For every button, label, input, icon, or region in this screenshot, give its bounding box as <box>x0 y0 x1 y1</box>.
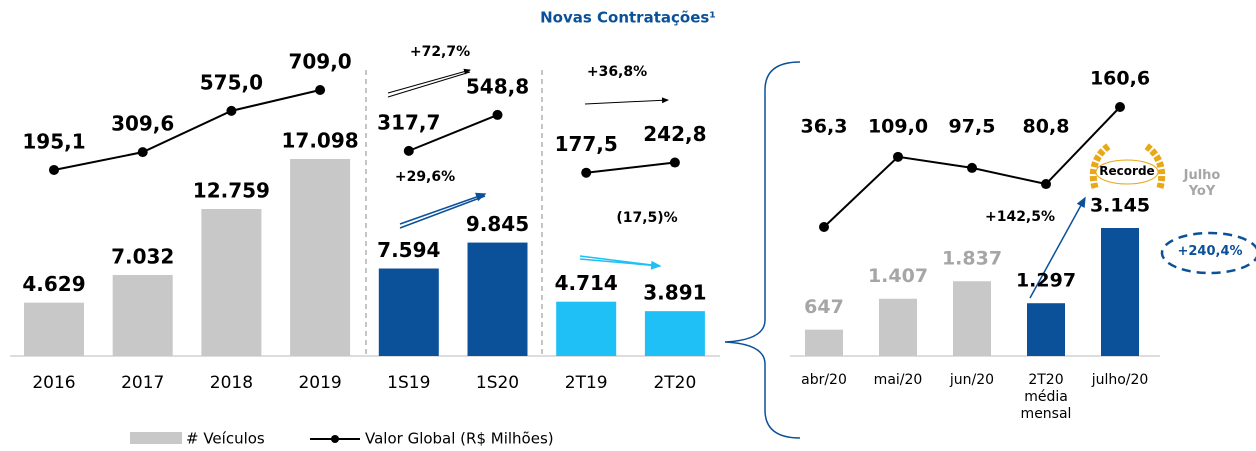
x-tick-label: julho/20 <box>1091 372 1149 388</box>
x-tick-label: 1S19 <box>387 373 430 393</box>
x-tick-label: 2018 <box>210 373 253 393</box>
bar-value-label: 4.629 <box>22 272 85 296</box>
bar <box>467 242 528 356</box>
x-tick-label: 2T20 <box>653 373 696 393</box>
x-tick-label: 2019 <box>298 373 341 393</box>
annotation: Recorde <box>1099 164 1155 178</box>
line-point <box>403 145 414 156</box>
x-tick-label: abr/20 <box>801 372 847 388</box>
line-point <box>819 222 829 232</box>
bar <box>556 301 617 356</box>
line-value-label: 97,5 <box>949 116 996 138</box>
bar <box>1101 228 1139 356</box>
arrow <box>399 194 485 229</box>
x-tick-label: 2016 <box>32 373 75 393</box>
x-tick-label: 1S20 <box>476 373 519 393</box>
annotation: Julho YoY <box>1183 168 1221 199</box>
bar <box>644 311 705 356</box>
bar <box>378 268 439 356</box>
line-point <box>893 151 903 162</box>
bar-value-label: 1.297 <box>1016 270 1076 292</box>
bar-value-label: 1.407 <box>868 265 928 287</box>
line-value-label: 109,0 <box>868 116 928 138</box>
bar-value-label: 7.594 <box>377 238 440 262</box>
annotation: +240,4% <box>1177 244 1243 259</box>
bar-value-label: 7.032 <box>111 244 174 268</box>
line-point <box>581 167 592 178</box>
bar-value-label: 3.891 <box>643 281 706 305</box>
bar-value-label: 4.714 <box>555 271 618 295</box>
line-point <box>49 164 59 175</box>
line <box>408 114 498 152</box>
legend-swatch <box>331 435 339 443</box>
bar-value-label: 12.759 <box>193 178 270 202</box>
bar <box>879 298 917 356</box>
line-value-label: 242,8 <box>643 122 706 146</box>
bar <box>953 281 991 356</box>
arrow <box>584 97 669 105</box>
legend-swatch <box>130 432 182 444</box>
line-value-label: 575,0 <box>200 70 263 94</box>
annotation: +72,7% <box>410 44 470 60</box>
badge <box>1095 159 1159 185</box>
bar <box>805 329 843 356</box>
x-tick-label: jun/20 <box>949 372 995 388</box>
line-point <box>226 105 237 116</box>
bar-value-label: 9.845 <box>466 212 529 236</box>
line-point <box>669 157 680 168</box>
x-tick-label: mai/20 <box>873 372 923 388</box>
annotation: +36,8% <box>587 64 647 80</box>
line <box>586 161 676 174</box>
line-point <box>315 85 326 95</box>
line-value-label: 709,0 <box>288 50 351 74</box>
arrow <box>579 256 660 266</box>
bar-value-label: 1.837 <box>942 248 1002 270</box>
arrow <box>1029 196 1086 299</box>
line-point <box>1041 179 1051 190</box>
line <box>53 89 321 171</box>
line-value-label: 317,7 <box>377 110 440 134</box>
line-value-label: 36,3 <box>801 116 848 138</box>
bar-value-label: 3.145 <box>1090 195 1150 217</box>
x-tick-label: 2T20 média mensal <box>1020 372 1072 422</box>
annotation: +142,5% <box>984 209 1056 225</box>
laurel <box>1089 142 1166 189</box>
line-value-label: 160,6 <box>1090 68 1150 90</box>
x-tick-label: 2T19 <box>565 373 608 393</box>
brace <box>724 61 801 439</box>
line-value-label: 309,6 <box>111 112 174 136</box>
annotation: +29,6% <box>395 169 455 185</box>
legend-label: # Veículos <box>186 430 265 448</box>
bar-value-label: 647 <box>804 296 844 318</box>
bar <box>24 302 84 356</box>
annotation: (17,5)% <box>616 210 677 226</box>
legend-label: Valor Global (R$ Milhões) <box>365 430 554 448</box>
highlight-ellipse <box>1160 231 1256 275</box>
chart-title: Novas Contratações¹ <box>540 9 716 27</box>
arrow <box>387 70 470 98</box>
bar <box>201 208 262 356</box>
line-value-label: 177,5 <box>555 132 618 156</box>
bar <box>112 274 173 356</box>
line-point <box>492 109 503 120</box>
line-point <box>137 147 148 158</box>
bar <box>290 159 351 356</box>
line-point <box>1115 102 1125 112</box>
line-value-label: 80,8 <box>1023 116 1070 138</box>
bar <box>1027 303 1065 356</box>
line-value-label: 195,1 <box>22 129 85 153</box>
x-tick-label: 2017 <box>121 373 164 393</box>
line-point <box>967 162 977 173</box>
line-value-label: 548,8 <box>466 74 529 98</box>
bar-value-label: 17.098 <box>282 129 359 153</box>
